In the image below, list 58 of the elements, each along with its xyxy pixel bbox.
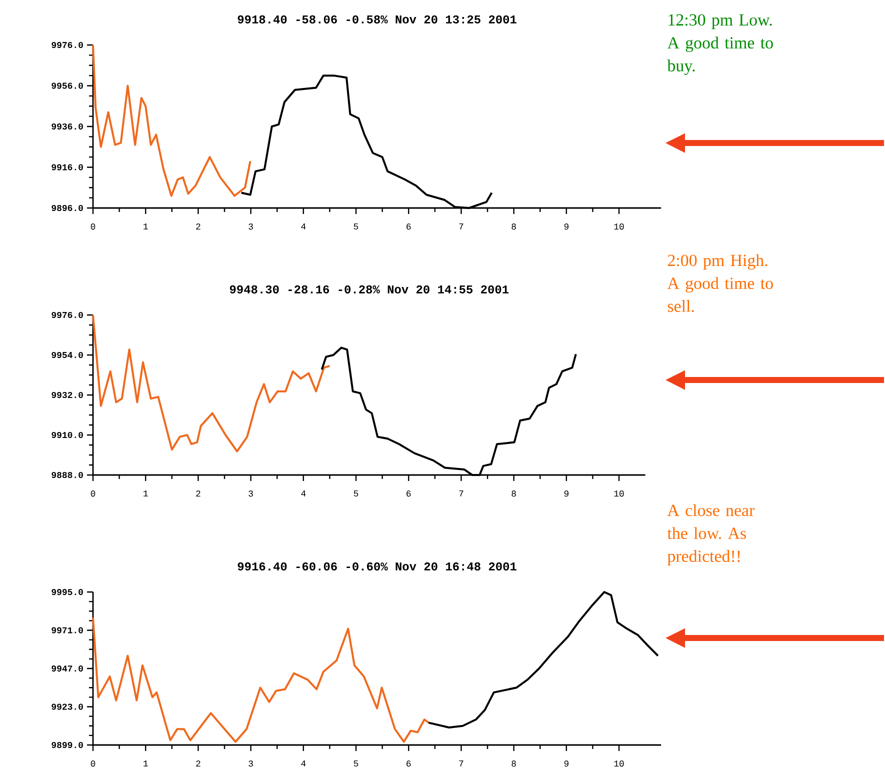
x-tick-label: 1	[144, 224, 148, 230]
x-tick-label: 5	[354, 224, 358, 230]
x-tick-label: 6	[406, 760, 411, 767]
chart-title: 9916.40 -60.06 -0.60% Nov 20 16:48 2001	[238, 562, 516, 571]
x-tick-label: 10	[614, 760, 624, 767]
x-tick-label: 0	[90, 224, 96, 230]
x-tick-label: 3	[248, 760, 253, 767]
y-tick-label: 9936.0	[52, 123, 83, 130]
line-series	[92, 616, 430, 743]
x-tick-label: 8	[512, 224, 516, 230]
line-series	[428, 591, 659, 728]
y-tick-label: 9932.0	[52, 392, 83, 398]
y-tick-label: 9995.0	[52, 588, 83, 596]
y-tick-label: 9976.0	[52, 312, 83, 318]
x-tick-label: 8	[512, 490, 516, 497]
x-tick-label: 2	[196, 224, 200, 230]
x-tick-label: 9	[564, 490, 568, 497]
x-tick-label: 0	[90, 760, 96, 767]
x-tick-label: 9	[564, 224, 568, 230]
y-tick-label: 9888.0	[52, 472, 83, 478]
y-tick-label: 9910.0	[52, 432, 83, 438]
y-tick-label: 9923.0	[52, 704, 83, 710]
x-tick-label: 6	[406, 224, 411, 230]
x-tick-label: 5	[354, 490, 358, 497]
x-tick-label: 1	[144, 490, 148, 496]
y-tick-label: 9896.0	[52, 204, 83, 212]
x-tick-label: 10	[614, 490, 624, 497]
x-tick-label: 4	[301, 490, 306, 496]
text: A close near the low. As predicted!!	[667, 504, 755, 566]
x-tick-label: 8	[512, 760, 516, 767]
x-tick-label: 4	[301, 760, 306, 766]
x-tick-label: 3	[248, 490, 253, 497]
y-tick-label: 9899.0	[52, 742, 83, 748]
x-tick-label: 2	[196, 490, 200, 497]
x-tick-label: 1	[144, 760, 148, 766]
x-tick-label: 7	[459, 224, 464, 230]
line-series	[92, 314, 331, 452]
chart-title: 9948.30 -28.16 -0.28% Nov 20 14:55 2001	[230, 285, 509, 294]
y-tick-label: 9916.0	[52, 164, 83, 170]
x-tick-label: 7	[459, 490, 464, 496]
y-tick-label: 9971.0	[52, 627, 83, 634]
text: 12:30 pm Low. A good time to buy.	[667, 14, 773, 75]
line-series	[92, 44, 252, 197]
x-tick-label: 6	[406, 490, 411, 497]
x-tick-label: 7	[459, 760, 464, 766]
x-tick-label: 4	[301, 224, 306, 230]
x-tick-label: 9	[564, 760, 568, 767]
x-tick-label: 0	[90, 490, 96, 497]
y-tick-label: 9947.0	[52, 665, 83, 672]
chart-title: 9918.40 -58.06 -0.58% Nov 20 13:25 2001	[238, 15, 516, 24]
y-tick-label: 9954.0	[52, 352, 83, 358]
y-tick-label: 9976.0	[52, 42, 83, 48]
x-tick-label: 5	[354, 760, 358, 767]
text: 2:00 pm High. A good time to sell.	[667, 254, 773, 312]
x-tick-label: 3	[248, 224, 253, 230]
x-tick-label: 10	[614, 224, 624, 230]
x-tick-label: 2	[196, 760, 200, 767]
y-tick-label: 9956.0	[52, 82, 83, 89]
